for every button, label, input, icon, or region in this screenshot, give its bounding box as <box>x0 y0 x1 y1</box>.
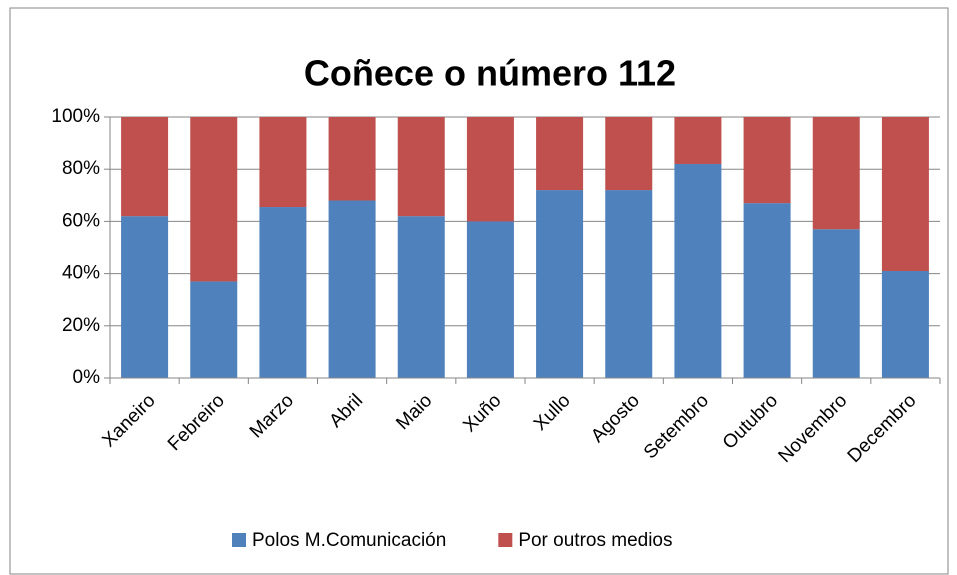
y-tick-label: 20% <box>62 315 100 336</box>
bar-segment <box>743 117 791 204</box>
bar-segment <box>674 163 722 378</box>
bar-segment <box>121 216 169 378</box>
bar-segment <box>190 281 238 378</box>
bar-segment <box>190 117 238 282</box>
bar-segment <box>397 117 445 217</box>
y-tick-label: 40% <box>62 263 100 284</box>
chart-title: Coñece o número 112 <box>304 53 676 94</box>
bar-segment <box>743 203 791 378</box>
bar-segment <box>466 221 514 378</box>
legend-label: Polos M.Comunicación <box>252 530 446 551</box>
bar-segment <box>605 117 653 191</box>
bar-segment <box>328 200 376 378</box>
y-tick-label: 100% <box>51 106 100 127</box>
bar-segment <box>328 117 376 201</box>
bar-segment <box>812 229 860 378</box>
legend-swatch <box>232 533 246 547</box>
legend-label: Por outros medios <box>518 530 672 551</box>
bar-segment <box>536 190 584 378</box>
bar-segment <box>259 207 307 378</box>
bar-segment <box>605 190 653 378</box>
bar-segment <box>812 117 860 230</box>
y-tick-label: 80% <box>62 158 100 179</box>
bar-segment <box>121 117 169 217</box>
bar-segment <box>397 216 445 378</box>
y-tick-label: 0% <box>73 367 101 388</box>
y-tick-label: 60% <box>62 210 100 231</box>
bar-segment <box>536 117 584 191</box>
bar-segment <box>674 117 722 164</box>
legend-swatch <box>498 533 513 547</box>
bar-segment <box>881 117 929 271</box>
bar-segment <box>466 117 514 222</box>
bar-segment <box>259 117 307 208</box>
bar-segment <box>881 270 929 378</box>
